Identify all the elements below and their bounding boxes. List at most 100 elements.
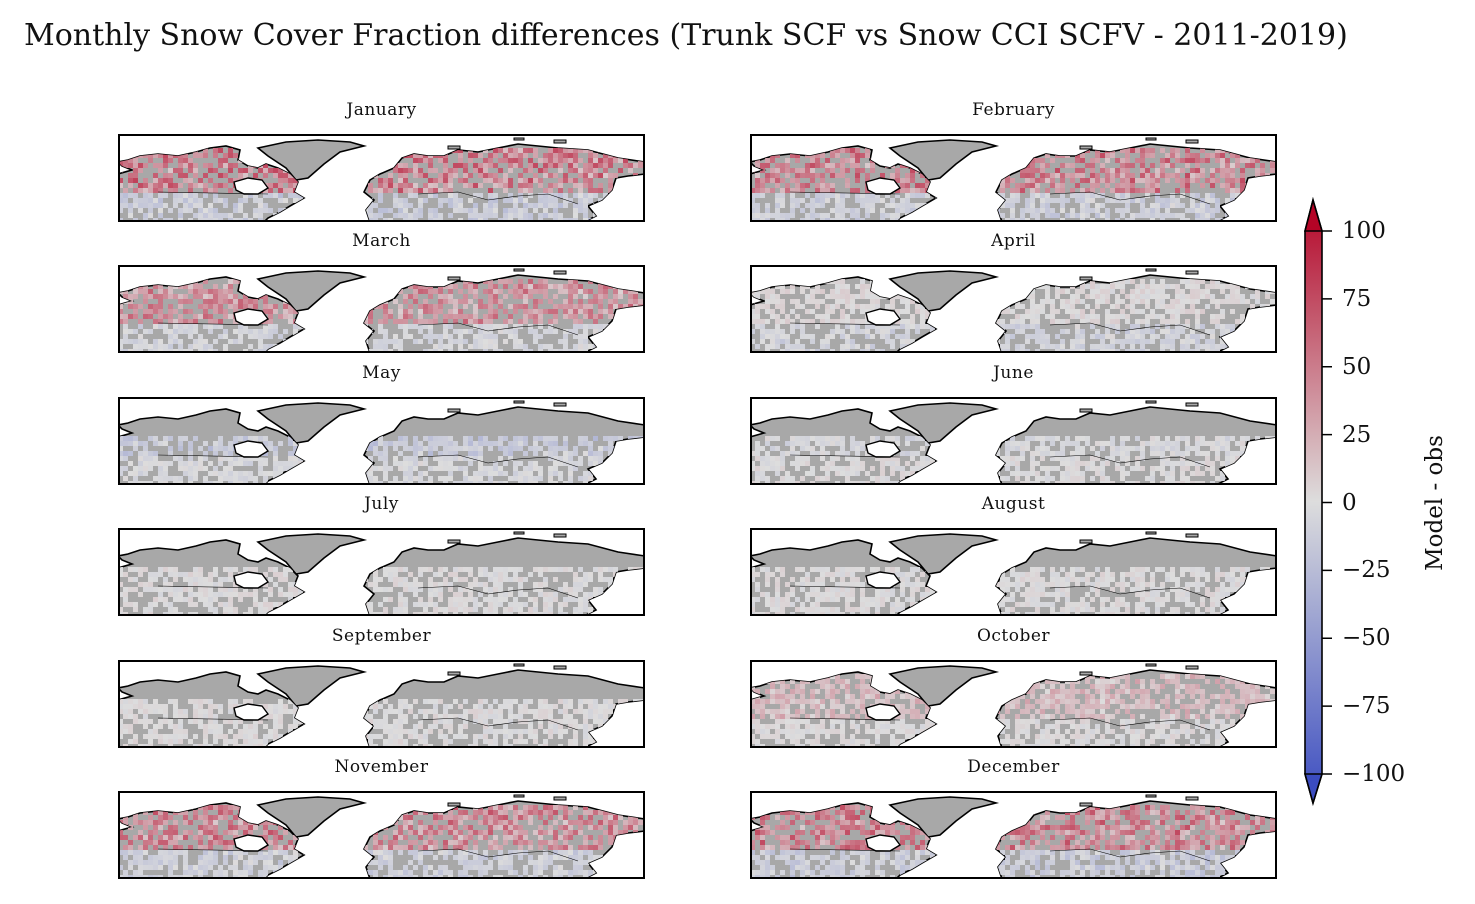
grid-cell (1030, 198, 1035, 203)
grid-cell (533, 446, 538, 451)
grid-cell (548, 213, 553, 218)
grid-cell (543, 289, 548, 294)
grid-cell (1155, 198, 1160, 203)
grid-cell (1115, 304, 1120, 309)
grid-cell (1140, 208, 1145, 213)
grid-cell (1055, 188, 1060, 193)
grid-cell (423, 324, 428, 329)
grid-cell (238, 304, 243, 309)
grid-cell (860, 309, 865, 314)
grid-cell (795, 198, 800, 203)
grid-cell (478, 329, 483, 334)
grid-cell (850, 148, 855, 153)
grid-cell (1175, 148, 1180, 153)
grid-cell (193, 153, 198, 158)
grid-cell (1050, 173, 1055, 178)
grid-cell (523, 476, 528, 481)
grid-cell (158, 198, 163, 203)
grid-cell (143, 294, 148, 299)
grid-cell (528, 329, 533, 334)
greenland (888, 402, 1000, 444)
grid-cell (138, 168, 143, 173)
grid-cell (1030, 314, 1035, 319)
grid-cell (1055, 334, 1060, 339)
grid-cell (1105, 314, 1110, 319)
grid-cell (378, 188, 383, 193)
grid-cell (820, 314, 825, 319)
grid-cell (488, 466, 493, 471)
grid-cell (855, 148, 860, 153)
grid-cell (1080, 284, 1085, 289)
grid-cell (825, 168, 830, 173)
grid-cell (1250, 304, 1255, 309)
grid-cell (870, 198, 875, 203)
grid-cell (608, 188, 613, 193)
grid-cell (218, 173, 223, 178)
grid-cell (1210, 334, 1215, 339)
grid-cell (173, 188, 178, 193)
grid-cell (795, 158, 800, 163)
grid-cell (865, 148, 870, 153)
grid-cell (1190, 153, 1195, 158)
grid-cell (563, 309, 568, 314)
grid-cell (398, 461, 403, 466)
grid-cell (1190, 193, 1195, 198)
grid-cell (825, 198, 830, 203)
grid-cell (523, 188, 528, 193)
grid-cell (1130, 294, 1135, 299)
grid-cell (800, 344, 805, 349)
grid-cell (638, 163, 643, 168)
grid-cell (288, 183, 293, 188)
grid-cell (153, 436, 158, 441)
grid-cell (408, 456, 413, 461)
grid-cell (493, 163, 498, 168)
grid-cell (1005, 324, 1010, 329)
grid-cell (278, 183, 283, 188)
grid-cell (855, 329, 860, 334)
grid-cell (850, 319, 855, 324)
grid-cell (523, 451, 528, 456)
grid-cell (523, 344, 528, 349)
grid-cell (278, 334, 283, 339)
grid-cell (770, 188, 775, 193)
grid-cell (825, 193, 830, 198)
grid-cell (478, 339, 483, 344)
grid-cell (1220, 344, 1225, 349)
grid-cell (1095, 294, 1100, 299)
grid-cell (383, 309, 388, 314)
grid-cell (1200, 213, 1205, 218)
grid-cell (488, 153, 493, 158)
grid-cell (1095, 334, 1100, 339)
grid-cell (233, 279, 238, 284)
grid-cell (503, 451, 508, 456)
grid-cell (1095, 319, 1100, 324)
grid-cell (1120, 213, 1125, 218)
grid-cell (133, 168, 138, 173)
grid-cell (553, 456, 558, 461)
grid-cell (478, 446, 483, 451)
grid-cell (1085, 314, 1090, 319)
grid-cell (448, 339, 453, 344)
grid-cell (263, 456, 268, 461)
grid-cell (830, 304, 835, 309)
grid-cell (153, 188, 158, 193)
grid-cell (558, 446, 563, 451)
grid-cell (1095, 183, 1100, 188)
grid-cell (533, 314, 538, 319)
grid-cell (538, 324, 543, 329)
grid-cell (870, 203, 875, 208)
grid-cell (133, 198, 138, 203)
grid-cell (825, 314, 830, 319)
grid-cell (800, 329, 805, 334)
grid-cell (1100, 299, 1105, 304)
grid-cell (538, 289, 543, 294)
grid-cell (188, 158, 193, 163)
grid-cell (378, 213, 383, 218)
grid-cell (493, 344, 498, 349)
grid-cell (573, 294, 578, 299)
grid-cell (398, 436, 403, 441)
grid-cell (453, 466, 458, 471)
grid-cell (403, 208, 408, 213)
grid-cell (1170, 148, 1175, 153)
grid-cell (268, 324, 273, 329)
